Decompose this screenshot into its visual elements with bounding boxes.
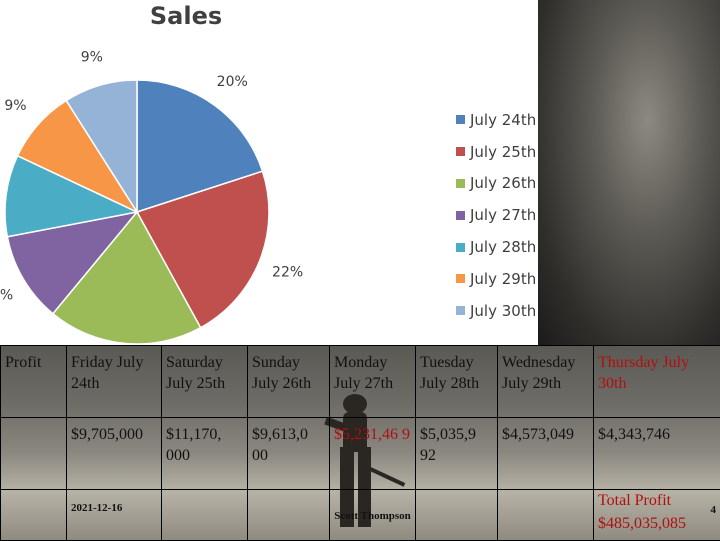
legend-swatch [456,243,465,252]
header-cell: Monday July 27th [330,346,416,418]
header-cell: Thursday July 30th [594,346,720,418]
legend-label: July 26th [470,174,536,192]
sales-pie-chart: Sales 20%22%19%11%10%9%9% July 24thJuly … [0,0,538,345]
slice-data-label: 20% [217,74,248,90]
footer-author: Scott Thompson [334,510,411,522]
legend-swatch [456,306,465,315]
total-label: Total Profit [598,490,716,511]
value-cell: $4,573,049 [498,418,594,490]
slice-data-label: 9% [81,49,103,65]
legend-swatch [456,147,465,156]
header-cell: Tuesday July 28th [416,346,498,418]
legend-item: July 24th [456,104,536,136]
value-cell: $9,613,0 00 [248,418,330,490]
table-header-row: Profit Friday July 24th Saturday July 25… [1,346,720,418]
legend-label: July 24th [470,111,536,129]
legend-item: July 30th [456,295,536,327]
legend-swatch [456,179,465,188]
slice-data-label: 9% [4,98,26,114]
legend-swatch [456,274,465,283]
total-cell: Total Profit $485,035,085 4 [594,490,720,541]
value-cell: $4,343,746 [594,418,720,490]
header-cell: Saturday July 25th [162,346,248,418]
empty-cell [1,490,67,541]
profit-table: Profit Friday July 24th Saturday July 25… [0,345,720,541]
legend-label: July 25th [470,143,536,161]
empty-cell [416,490,498,541]
author-cell: Scott Thompson [330,490,416,541]
value-cell: $5,231,46 9 [330,418,416,490]
table-footer-row: 2021-12-16 Scott Thompson Total Profit $… [1,490,720,541]
legend-item: July 25th [456,136,536,168]
legend-item: July 27th [456,199,536,231]
legend-label: July 30th [470,302,536,320]
value-cell: $11,170, 000 [162,418,248,490]
slice-data-label: 22% [272,265,303,281]
legend-swatch [456,211,465,220]
legend-item: July 29th [456,263,536,295]
header-cell: Wednesday July 29th [498,346,594,418]
empty-cell [162,490,248,541]
header-cell: Friday July 24th [67,346,162,418]
legend-item: July 26th [456,168,536,200]
total-value: $485,035,085 [598,513,716,534]
legend-item: July 28th [456,231,536,263]
date-cell: 2021-12-16 [67,490,162,541]
header-cell: Sunday July 26th [248,346,330,418]
legend-label: July 28th [470,238,536,256]
footer-date: 2021-12-16 [71,502,122,514]
background-photo-right [538,0,720,345]
chart-legend: July 24th July 25th July 26th July 27th July… [456,104,536,327]
page-number: 4 [711,500,717,521]
empty-cell [498,490,594,541]
legend-label: July 27th [470,206,536,224]
legend-swatch [456,115,465,124]
empty-cell [1,418,67,490]
empty-cell [248,490,330,541]
row-label-profit: Profit [1,346,67,418]
legend-label: July 29th [470,270,536,288]
value-cell: $9,705,000 [67,418,162,490]
table-values-row: $9,705,000 $11,170, 000 $9,613,0 00 $5,2… [1,418,720,490]
value-cell: $5,035,9 92 [416,418,498,490]
slice-data-label: 11% [0,287,13,303]
